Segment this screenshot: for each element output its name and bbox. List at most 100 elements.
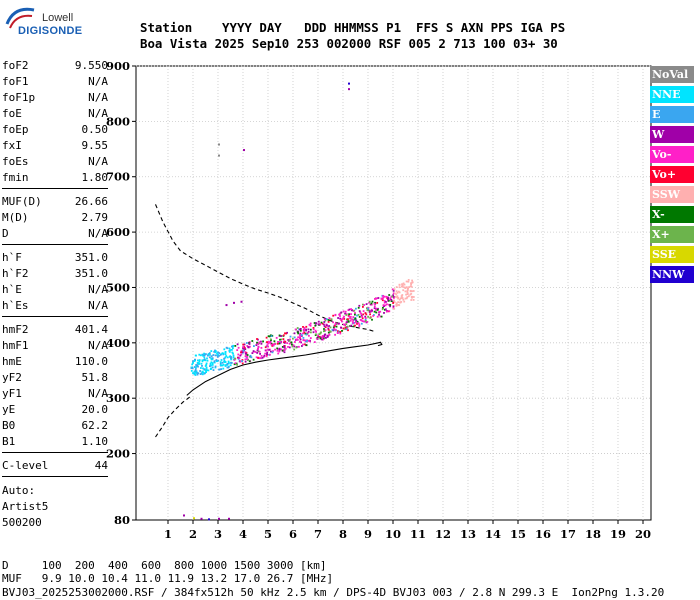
- echo-point: [324, 329, 327, 331]
- echo-point: [210, 357, 213, 360]
- series-line-1: [154, 204, 376, 333]
- y-tick-label: 500: [106, 280, 130, 294]
- echo-point: [200, 362, 203, 365]
- separator-line: [2, 244, 108, 245]
- echo-point: [374, 298, 376, 300]
- echo-point: [226, 363, 229, 365]
- echo-point: [407, 295, 410, 298]
- echo-point: [399, 297, 402, 300]
- echo-point: [318, 335, 321, 338]
- echo-point: [345, 323, 348, 325]
- echo-point: [237, 353, 240, 356]
- param-row-d: D N/A: [2, 226, 108, 242]
- param-value: 20.0: [81, 403, 109, 416]
- echo-point: [255, 344, 258, 346]
- echo-point: [339, 332, 342, 335]
- echo-point: [244, 355, 247, 358]
- echo-point: [198, 359, 201, 361]
- echo-point: [354, 312, 356, 314]
- echo-point: [299, 332, 302, 335]
- echo-point: [227, 362, 230, 365]
- echo-point: [327, 331, 330, 334]
- echo-point: [345, 314, 348, 316]
- echo-point: [209, 365, 211, 367]
- echo-point: [254, 351, 257, 353]
- echo-point: [339, 317, 341, 320]
- param-row-yf2: yF2 51.8: [2, 370, 108, 386]
- echo-point: [226, 356, 229, 359]
- echo-point: [284, 347, 287, 350]
- echo-point: [281, 346, 284, 348]
- x-tick-label: 11: [410, 527, 426, 541]
- echo-point: [298, 334, 301, 336]
- echo-point: [283, 349, 286, 351]
- echo-point: [407, 280, 410, 283]
- echo-point: [278, 350, 281, 353]
- echo-point: [243, 343, 246, 346]
- echo-point: [407, 279, 410, 281]
- echo-point: [261, 356, 264, 359]
- echo-point: [393, 288, 396, 291]
- echo-point: [196, 362, 199, 364]
- echo-point: [194, 358, 196, 361]
- echo-point: [302, 343, 304, 346]
- echo-point: [395, 286, 398, 288]
- echo-point: [300, 341, 302, 344]
- echo-point: [315, 322, 318, 324]
- echo-point: [412, 299, 415, 301]
- echo-point: [327, 321, 330, 323]
- echo-point: [376, 315, 379, 318]
- echo-point: [211, 357, 214, 360]
- echo-point: [269, 338, 272, 341]
- echo-point: [220, 359, 223, 361]
- param-row-fof2: foF2 9.550: [2, 58, 108, 74]
- legend-item-nne: NNE: [650, 86, 694, 103]
- echo-point: [357, 306, 360, 309]
- echo-point: [242, 347, 244, 349]
- echo-point: [197, 365, 199, 368]
- echo-point: [401, 297, 404, 299]
- echo-point: [344, 328, 347, 330]
- echo-point: [398, 304, 401, 307]
- separator-line: [2, 452, 108, 453]
- echo-point: [366, 309, 369, 312]
- echo-point: [412, 290, 415, 292]
- param-row-ye: yE 20.0: [2, 402, 108, 418]
- echo-point: [305, 325, 308, 328]
- echo-point: [364, 315, 367, 318]
- echo-point: [354, 317, 357, 320]
- param-value: 351.0: [74, 267, 108, 280]
- echo-point: [224, 351, 227, 354]
- y-tick-label: 400: [106, 336, 130, 350]
- echo-point: [276, 349, 279, 352]
- echo-point: [287, 339, 290, 341]
- echo-point: [381, 298, 384, 300]
- echo-point: [202, 371, 205, 374]
- echo-point: [278, 348, 281, 351]
- param-row-foes: foEs N/A: [2, 154, 108, 170]
- echo-point: [291, 345, 294, 348]
- echo-point: [296, 331, 299, 334]
- echo-point: [378, 313, 380, 316]
- echo-point: [270, 350, 272, 353]
- echo-point: [379, 310, 382, 313]
- echo-point: [235, 362, 238, 365]
- series-line-0: [186, 341, 383, 396]
- echo-point: [342, 323, 345, 326]
- echo-point: [244, 348, 247, 351]
- echo-point: [395, 293, 398, 296]
- param-value: 26.66: [74, 195, 108, 208]
- echo-point: [277, 341, 279, 343]
- echo-point: [393, 297, 395, 299]
- echo-point: [211, 366, 214, 369]
- echo-point: [327, 319, 330, 321]
- echo-point: [340, 326, 342, 329]
- echo-point: [326, 324, 328, 327]
- x-tick-label: 7: [314, 527, 322, 541]
- echo-point: [305, 344, 308, 347]
- echo-point: [299, 338, 302, 341]
- param-name: foF1: [2, 75, 29, 88]
- echo-point: [324, 333, 327, 336]
- echo-point: [313, 322, 316, 324]
- echo-point: [230, 356, 232, 358]
